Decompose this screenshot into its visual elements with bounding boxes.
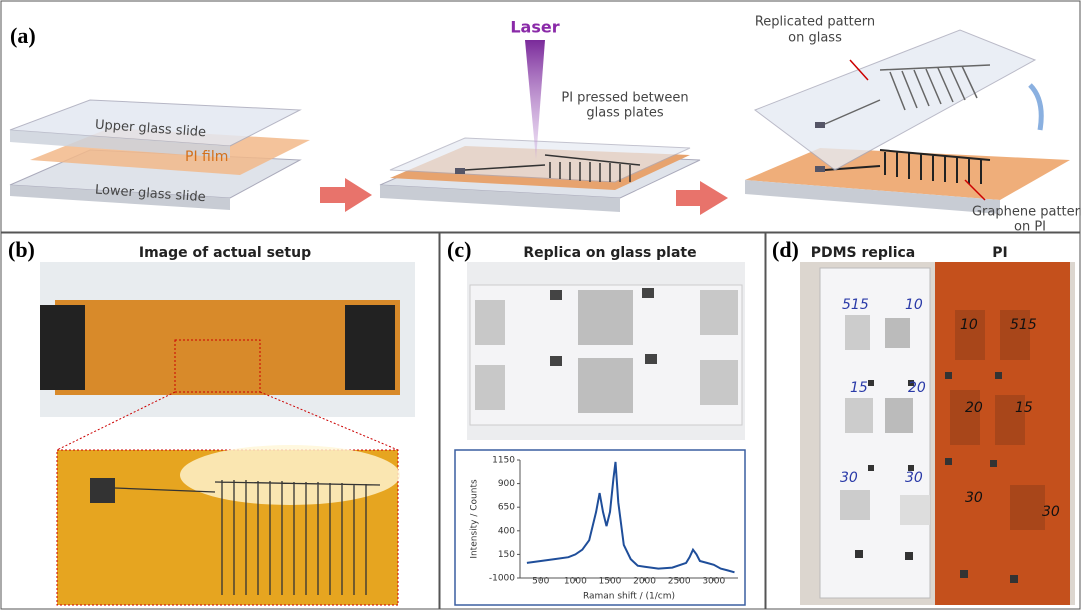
arrow — [320, 178, 372, 212]
handwritten-label: 515 — [1010, 317, 1037, 333]
replica-photo — [467, 262, 745, 440]
y-tick-label: 150 — [498, 550, 515, 560]
panel-title: PI — [992, 245, 1007, 261]
panel-title: PDMS replica — [811, 245, 916, 261]
replicated-label: on glass — [788, 31, 842, 46]
x-tick-label: 1000 — [564, 577, 587, 587]
graphene-label: Graphene pattern — [972, 205, 1081, 220]
replicated-label: Replicated pattern — [755, 15, 875, 30]
handwritten-label: 20 — [908, 380, 926, 396]
panel-label: (c) — [447, 237, 471, 262]
handwritten-label: 30 — [840, 470, 858, 486]
panel-label: (b) — [8, 237, 35, 262]
handwritten-label: 15 — [850, 380, 868, 396]
y-tick-label: -1000 — [489, 574, 515, 584]
spectrum-line — [526, 461, 735, 574]
pdms-pi-photo — [800, 262, 1075, 605]
panel-title: Image of actual setup — [139, 245, 311, 261]
handwritten-label: 10 — [905, 297, 923, 313]
panel-label: (d) — [772, 237, 799, 262]
setup-photo — [40, 262, 415, 451]
x-tick-label: 500 — [532, 577, 549, 587]
panel-title: Replica on glass plate — [523, 245, 696, 261]
handwritten-label: 10 — [960, 317, 978, 333]
x-tick-label: 2500 — [668, 577, 691, 587]
pressed-label: glass plates — [586, 106, 663, 121]
pi-film-label: PI film — [185, 149, 228, 165]
pressed-label: PI pressed between — [561, 91, 688, 106]
graphene-label: on PI — [1014, 220, 1046, 235]
laser-label: Laser — [510, 18, 559, 37]
y-axis-label: Intensity / Counts — [470, 479, 480, 559]
y-tick-label: 900 — [498, 479, 515, 489]
handwritten-label: 30 — [965, 490, 983, 506]
zoom-photo — [56, 445, 400, 606]
x-tick-label: 2000 — [633, 577, 656, 587]
handwritten-label: 515 — [842, 297, 869, 313]
y-tick-label: 1150 — [492, 456, 515, 466]
y-tick-label: 400 — [498, 526, 515, 536]
handwritten-label: 30 — [905, 470, 923, 486]
stack-2 — [379, 40, 701, 212]
x-tick-label: 1500 — [599, 577, 622, 587]
chart-frame — [454, 449, 746, 606]
panel-label: (a) — [10, 23, 36, 48]
handwritten-label: 20 — [965, 400, 983, 416]
stack-1 — [9, 99, 310, 210]
arrow — [676, 181, 728, 215]
stack-3 — [745, 29, 1070, 214]
x-axis-label: Raman shift / (1/cm) — [583, 592, 675, 602]
handwritten-label: 30 — [1042, 504, 1060, 520]
handwritten-label: 15 — [1015, 400, 1033, 416]
x-tick-label: 3000 — [702, 577, 725, 587]
y-tick-label: 650 — [498, 503, 515, 513]
